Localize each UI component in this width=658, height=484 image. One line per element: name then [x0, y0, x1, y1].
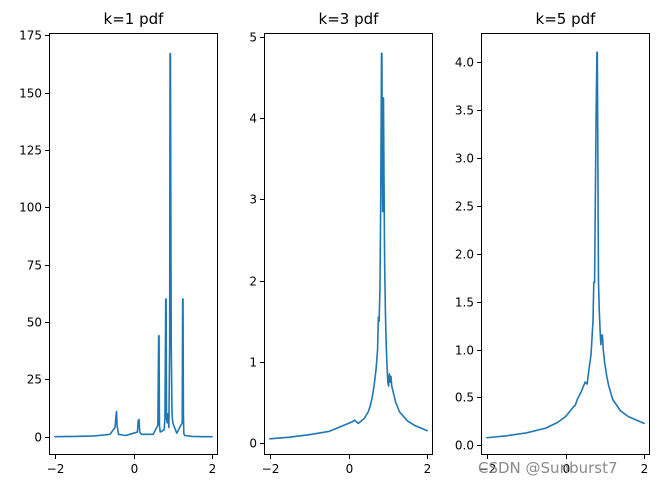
y-tick-label: 50 — [27, 316, 42, 330]
subplot-title: k=1 pdf — [104, 10, 165, 28]
x-tick-label: −2 — [479, 462, 497, 476]
y-tick-label: 3.0 — [455, 152, 474, 166]
subplot-3: 0.0 0.5 1.0 1.5 2.0 2.5 3.0 3.5 4.0 −2 0 2 k=5 pdf — [455, 10, 650, 476]
y-tick-label: 5 — [249, 31, 257, 45]
series-line — [269, 52, 428, 440]
watermark: CSDN @Sunburst7 — [478, 459, 618, 477]
y-tick-label: 100 — [19, 201, 42, 215]
axes-frame — [481, 33, 650, 455]
subplot-title: k=3 pdf — [319, 10, 380, 28]
x-tick-label: 0 — [346, 462, 354, 476]
subplot-title: k=5 pdf — [536, 10, 597, 28]
x-tick-label: 0 — [563, 462, 571, 476]
x-tick-label: −2 — [262, 462, 280, 476]
y-tick-label: 4.0 — [455, 56, 474, 70]
y-tick-label: 1.5 — [455, 296, 474, 310]
series-line — [486, 51, 645, 439]
subplot-2: 0 1 2 3 4 5 −2 0 2 k=3 pdf — [249, 10, 433, 476]
y-tick-label: 0 — [249, 437, 257, 451]
y-tick-label: 125 — [19, 144, 42, 158]
y-tick-label: 75 — [27, 259, 42, 273]
y-tick-label: 4 — [249, 112, 257, 126]
y-tick-label: 175 — [19, 29, 42, 43]
y-tick-label: 150 — [19, 87, 42, 101]
y-tick-label: 2.5 — [455, 200, 474, 214]
y-tick-label: 0 — [34, 431, 42, 445]
y-tick-label: 25 — [27, 373, 42, 387]
series-line — [54, 52, 213, 438]
axes-frame — [264, 33, 433, 455]
y-tick-label: 3 — [249, 193, 257, 207]
subplot-1: 0 25 50 75 100 125 150 175 −2 0 2 k=1 pdf — [19, 10, 218, 476]
x-tick-label: 2 — [209, 462, 217, 476]
x-tick-label: 2 — [424, 462, 432, 476]
x-tick-label: 2 — [641, 462, 649, 476]
y-tick-label: 0.0 — [455, 439, 474, 453]
y-tick-label: 2 — [249, 275, 257, 289]
x-tick-label: 0 — [131, 462, 139, 476]
y-tick-label: 0.5 — [455, 391, 474, 405]
y-tick-label: 3.5 — [455, 104, 474, 118]
y-tick-label: 2.0 — [455, 248, 474, 262]
y-tick-label: 1.0 — [455, 344, 474, 358]
axes-frame — [49, 33, 218, 455]
x-tick-label: −2 — [47, 462, 65, 476]
y-tick-label: 1 — [249, 356, 257, 370]
